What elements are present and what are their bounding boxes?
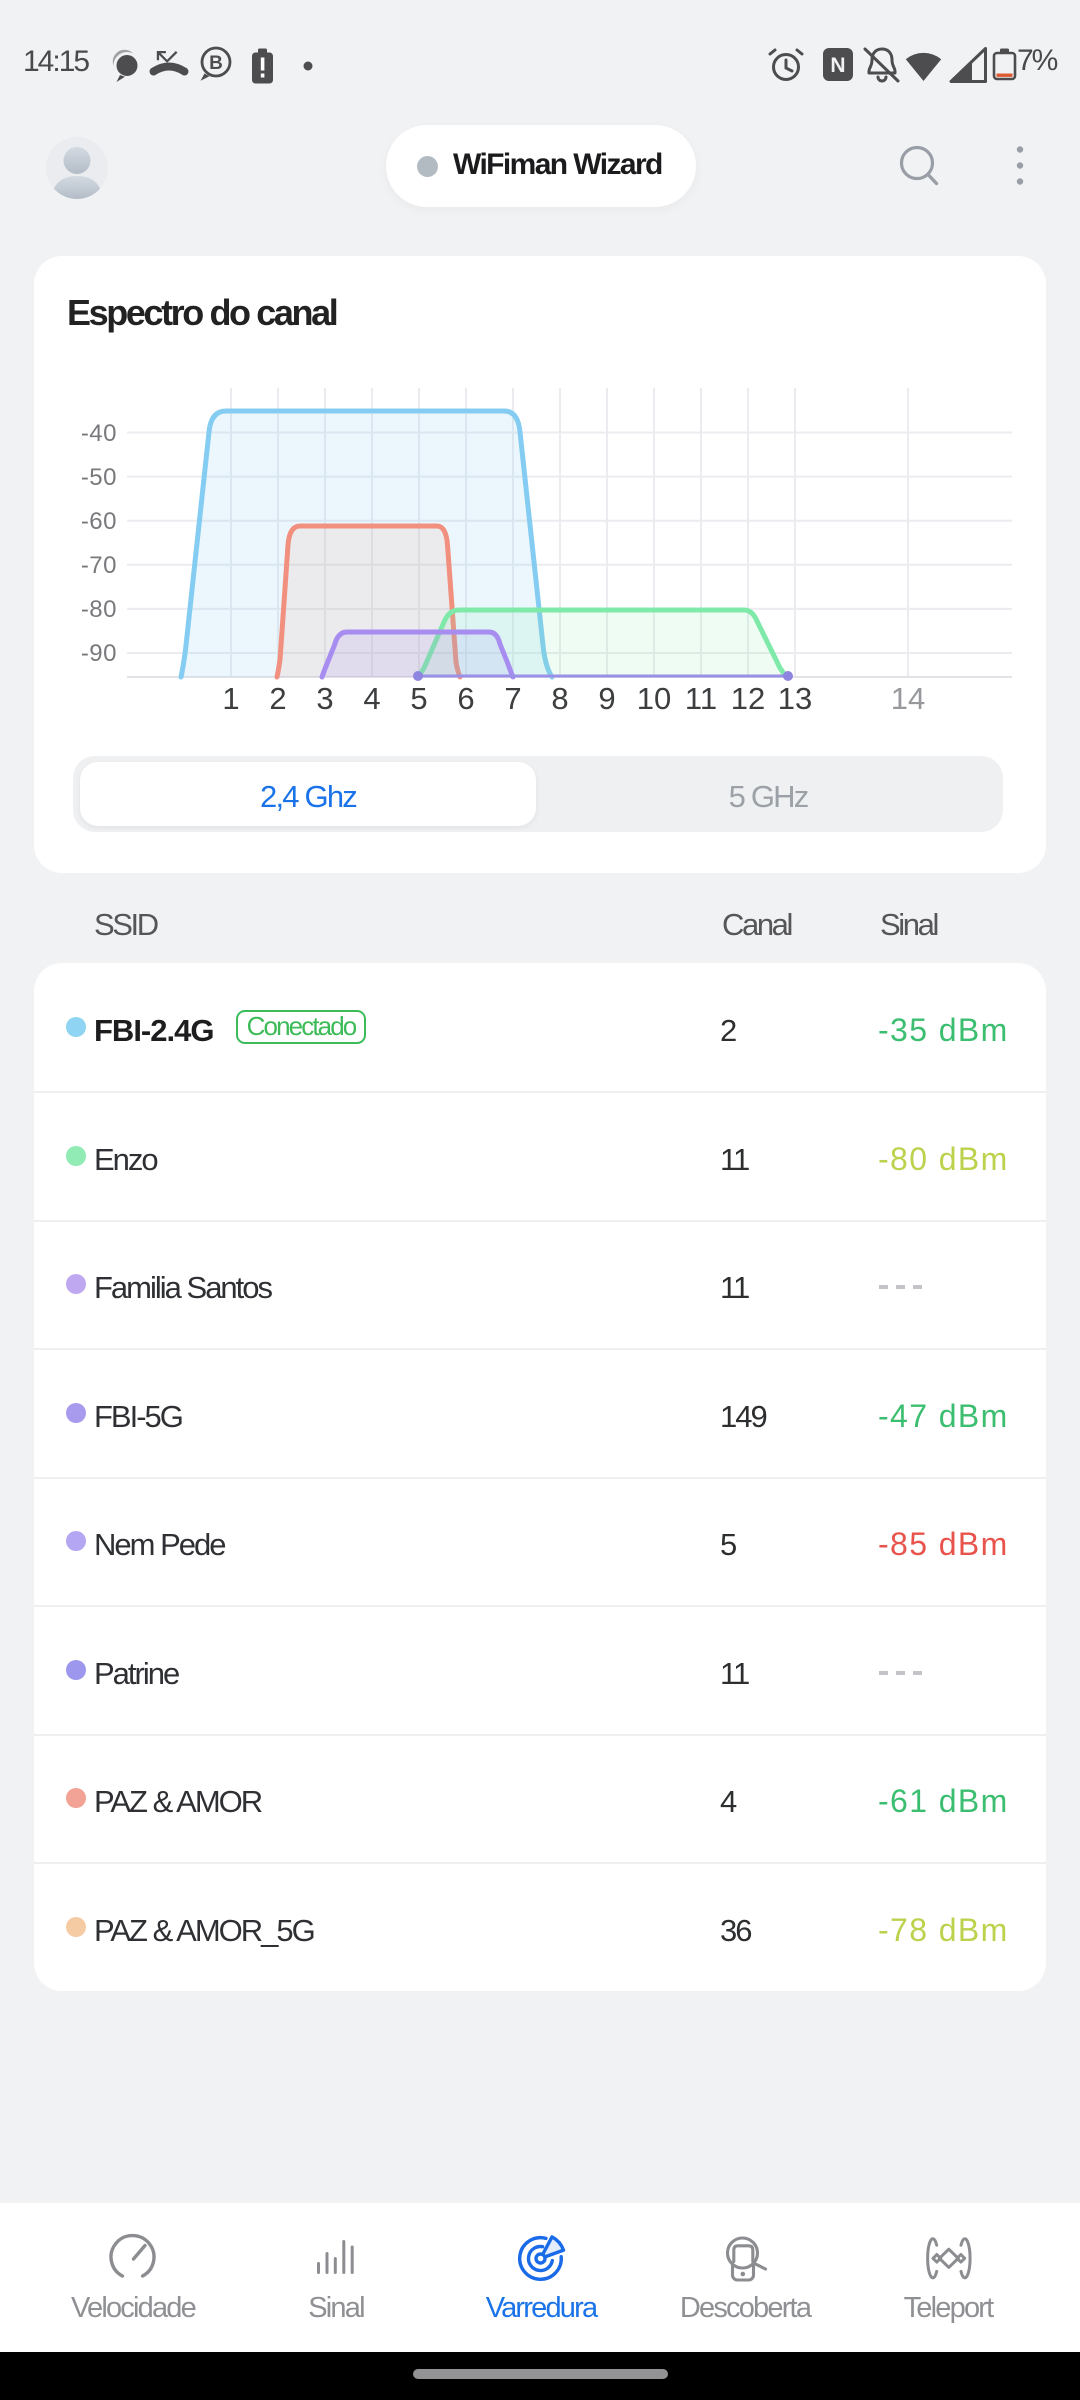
- svg-text:-60: -60: [81, 508, 117, 535]
- svg-text:10: 10: [637, 681, 671, 716]
- svg-text:6: 6: [457, 681, 474, 716]
- svg-text:11: 11: [685, 681, 717, 716]
- svg-text:1: 1: [222, 681, 239, 716]
- svg-text:-70: -70: [81, 552, 117, 579]
- svg-text:9: 9: [598, 681, 615, 716]
- svg-text:13: 13: [778, 681, 812, 716]
- svg-text:-50: -50: [81, 464, 117, 491]
- svg-text:N: N: [830, 54, 845, 77]
- svg-text:-40: -40: [81, 420, 117, 447]
- svg-text:4: 4: [363, 681, 380, 716]
- svg-text:-80: -80: [81, 596, 117, 623]
- svg-text:B: B: [209, 53, 223, 74]
- svg-text:-90: -90: [81, 640, 117, 667]
- svg-text:3: 3: [316, 681, 333, 716]
- svg-text:14: 14: [891, 681, 925, 716]
- svg-text:7: 7: [504, 681, 521, 716]
- svg-text:8: 8: [551, 681, 568, 716]
- svg-text:2: 2: [269, 681, 286, 716]
- svg-text:5: 5: [410, 681, 427, 716]
- svg-text:12: 12: [731, 681, 765, 716]
